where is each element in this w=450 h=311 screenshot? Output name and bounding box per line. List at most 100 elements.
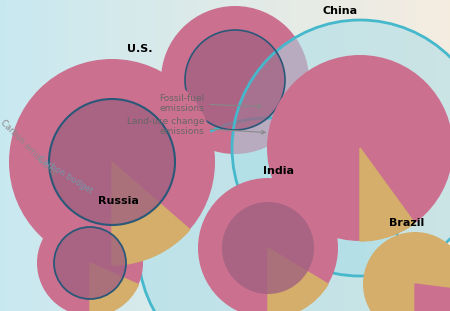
Circle shape (54, 227, 126, 299)
Bar (130, 0, 132, 311)
Bar (194, 0, 195, 311)
Bar (246, 0, 248, 311)
Bar (192, 0, 194, 311)
Bar (384, 0, 386, 311)
Bar (393, 0, 395, 311)
Bar (91, 0, 93, 311)
Bar (364, 0, 366, 311)
Circle shape (49, 99, 175, 225)
Text: Carbon budget: Carbon budget (36, 155, 94, 196)
Bar (6, 0, 8, 311)
Bar (159, 0, 161, 311)
Bar (171, 0, 172, 311)
Bar (45, 0, 46, 311)
Bar (406, 0, 408, 311)
Bar (27, 0, 28, 311)
Bar (423, 0, 424, 311)
Bar (28, 0, 30, 311)
Bar (343, 0, 345, 311)
Bar (226, 0, 228, 311)
Bar (426, 0, 428, 311)
Circle shape (161, 6, 309, 154)
Bar (55, 0, 57, 311)
Bar (249, 0, 251, 311)
Bar (354, 0, 356, 311)
Bar (330, 0, 332, 311)
Bar (96, 0, 98, 311)
Bar (102, 0, 104, 311)
Circle shape (37, 210, 143, 311)
Bar (307, 0, 309, 311)
Bar (336, 0, 338, 311)
Bar (9, 0, 10, 311)
Bar (37, 0, 39, 311)
Bar (3, 0, 4, 311)
Bar (215, 0, 216, 311)
Bar (400, 0, 402, 311)
Bar (123, 0, 125, 311)
Bar (379, 0, 381, 311)
Bar (35, 0, 36, 311)
Bar (87, 0, 89, 311)
Bar (109, 0, 111, 311)
Bar (262, 0, 264, 311)
Bar (321, 0, 323, 311)
Bar (46, 0, 48, 311)
Bar (40, 0, 42, 311)
Bar (260, 0, 261, 311)
Bar (138, 0, 140, 311)
Bar (396, 0, 397, 311)
Bar (294, 0, 296, 311)
Bar (368, 0, 369, 311)
Circle shape (363, 232, 450, 311)
Bar (0, 0, 1, 311)
Bar (431, 0, 432, 311)
Bar (39, 0, 40, 311)
Bar (242, 0, 243, 311)
Bar (33, 0, 35, 311)
Bar (369, 0, 370, 311)
Circle shape (232, 20, 450, 276)
Bar (21, 0, 22, 311)
Bar (19, 0, 21, 311)
Bar (189, 0, 190, 311)
Bar (8, 0, 9, 311)
Bar (333, 0, 334, 311)
Bar (305, 0, 306, 311)
Bar (264, 0, 266, 311)
Bar (377, 0, 378, 311)
Bar (84, 0, 86, 311)
Bar (314, 0, 315, 311)
Bar (134, 0, 135, 311)
Bar (300, 0, 302, 311)
Circle shape (9, 59, 215, 265)
Bar (378, 0, 379, 311)
Bar (120, 0, 122, 311)
Bar (36, 0, 37, 311)
Bar (374, 0, 375, 311)
Text: Carbon emissions: Carbon emissions (0, 118, 58, 178)
Bar (78, 0, 80, 311)
Bar (233, 0, 234, 311)
Bar (438, 0, 440, 311)
Bar (186, 0, 188, 311)
Bar (276, 0, 278, 311)
Bar (10, 0, 12, 311)
Bar (145, 0, 147, 311)
Bar (50, 0, 51, 311)
Bar (244, 0, 246, 311)
Bar (48, 0, 50, 311)
Bar (68, 0, 69, 311)
Bar (361, 0, 363, 311)
Bar (165, 0, 166, 311)
Text: Land-use change
emissions: Land-use change emissions (127, 117, 265, 136)
Bar (440, 0, 441, 311)
Bar (375, 0, 377, 311)
Bar (415, 0, 417, 311)
Text: China: China (323, 6, 358, 16)
Bar (198, 0, 199, 311)
Bar (442, 0, 444, 311)
Bar (248, 0, 249, 311)
Bar (154, 0, 156, 311)
Bar (252, 0, 253, 311)
